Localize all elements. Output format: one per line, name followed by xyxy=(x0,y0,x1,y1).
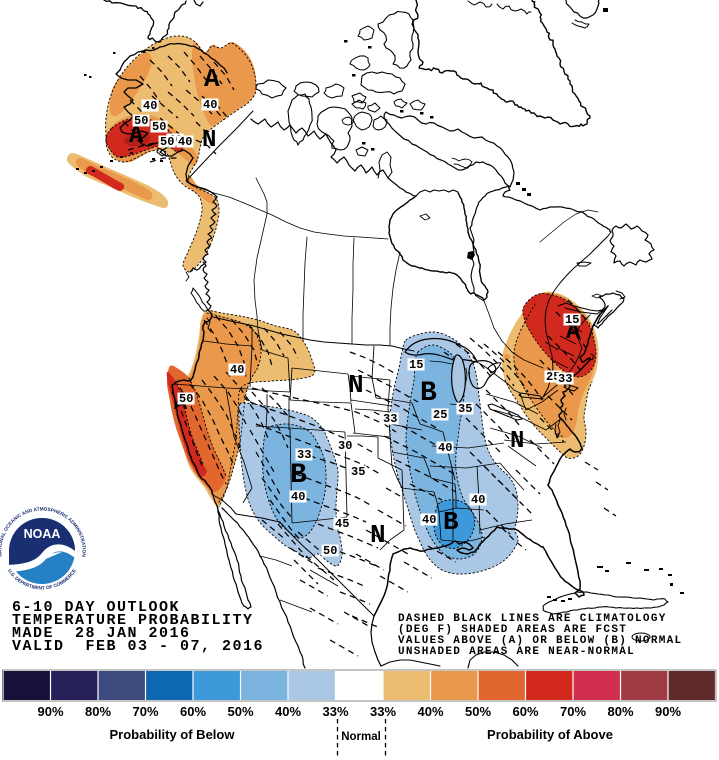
svg-text:90%: 90% xyxy=(37,704,63,719)
svg-text:B: B xyxy=(290,460,307,491)
svg-text:Normal: Normal xyxy=(341,731,381,743)
svg-text:6-10 DAY OUTLOOK: 6-10 DAY OUTLOOK xyxy=(12,599,180,616)
svg-text:60%: 60% xyxy=(512,704,538,719)
svg-text:33: 33 xyxy=(297,448,311,462)
svg-text:50: 50 xyxy=(323,544,337,558)
svg-text:(DEG F) SHADED AREAS ARE FCST: (DEG F) SHADED AREAS ARE FCST xyxy=(398,624,627,636)
svg-text:TEMPERATURE PROBABILITY: TEMPERATURE PROBABILITY xyxy=(12,612,254,629)
svg-text:25: 25 xyxy=(433,408,447,422)
svg-text:50%: 50% xyxy=(227,704,253,719)
svg-text:40: 40 xyxy=(422,513,436,527)
svg-text:DASHED BLACK LINES ARE CLIMATO: DASHED BLACK LINES ARE CLIMATOLOGY xyxy=(398,613,667,625)
svg-text:N: N xyxy=(348,370,364,400)
svg-text:A: A xyxy=(204,64,220,94)
svg-text:VALID FEB 03 - 07, 2016: VALID FEB 03 - 07, 2016 xyxy=(12,638,264,655)
svg-text:A: A xyxy=(566,319,581,346)
svg-text:15: 15 xyxy=(409,358,423,372)
svg-text:33%: 33% xyxy=(322,704,348,719)
svg-text:A: A xyxy=(129,123,144,150)
svg-text:33: 33 xyxy=(558,372,572,386)
svg-text:60%: 60% xyxy=(180,704,206,719)
svg-text:Probability of Below: Probability of Below xyxy=(110,727,236,742)
svg-text:70%: 70% xyxy=(132,704,158,719)
svg-text:40: 40 xyxy=(178,135,192,149)
svg-text:N: N xyxy=(370,520,386,550)
svg-text:50%: 50% xyxy=(465,704,491,719)
svg-text:35: 35 xyxy=(351,465,365,479)
svg-text:33: 33 xyxy=(383,412,397,426)
svg-text:Probability of Above: Probability of Above xyxy=(487,727,613,742)
svg-text:50: 50 xyxy=(160,135,174,149)
svg-text:40: 40 xyxy=(230,363,244,377)
svg-text:UNSHADED AREAS ARE NEAR-NORMAL: UNSHADED AREAS ARE NEAR-NORMAL xyxy=(398,646,635,658)
svg-text:50: 50 xyxy=(134,114,148,128)
svg-text:40: 40 xyxy=(203,98,217,112)
svg-text:N: N xyxy=(510,428,524,455)
svg-text:40: 40 xyxy=(471,493,485,507)
svg-text:VALUES ABOVE (A) OR BELOW (B): VALUES ABOVE (A) OR BELOW (B) NORMAL xyxy=(398,635,682,647)
svg-text:NOAA: NOAA xyxy=(24,527,61,541)
svg-text:40: 40 xyxy=(143,99,157,113)
svg-text:30: 30 xyxy=(338,439,352,453)
svg-text:80%: 80% xyxy=(607,704,633,719)
svg-text:40%: 40% xyxy=(275,704,301,719)
svg-text:MADE 28 JAN 2016: MADE 28 JAN 2016 xyxy=(12,625,191,642)
svg-text:70%: 70% xyxy=(560,704,586,719)
svg-text:B: B xyxy=(420,378,437,409)
svg-text:B: B xyxy=(443,507,459,537)
svg-text:40: 40 xyxy=(438,441,452,455)
svg-text:50: 50 xyxy=(179,392,193,406)
svg-text:40: 40 xyxy=(291,490,305,504)
svg-text:50: 50 xyxy=(152,120,166,134)
svg-text:40%: 40% xyxy=(417,704,443,719)
svg-text:35: 35 xyxy=(458,402,472,416)
svg-text:15: 15 xyxy=(565,313,579,327)
svg-text:80%: 80% xyxy=(85,704,111,719)
svg-text:33%: 33% xyxy=(370,704,396,719)
svg-text:90%: 90% xyxy=(655,704,681,719)
svg-text:45: 45 xyxy=(335,517,349,531)
svg-text:N: N xyxy=(202,127,216,154)
